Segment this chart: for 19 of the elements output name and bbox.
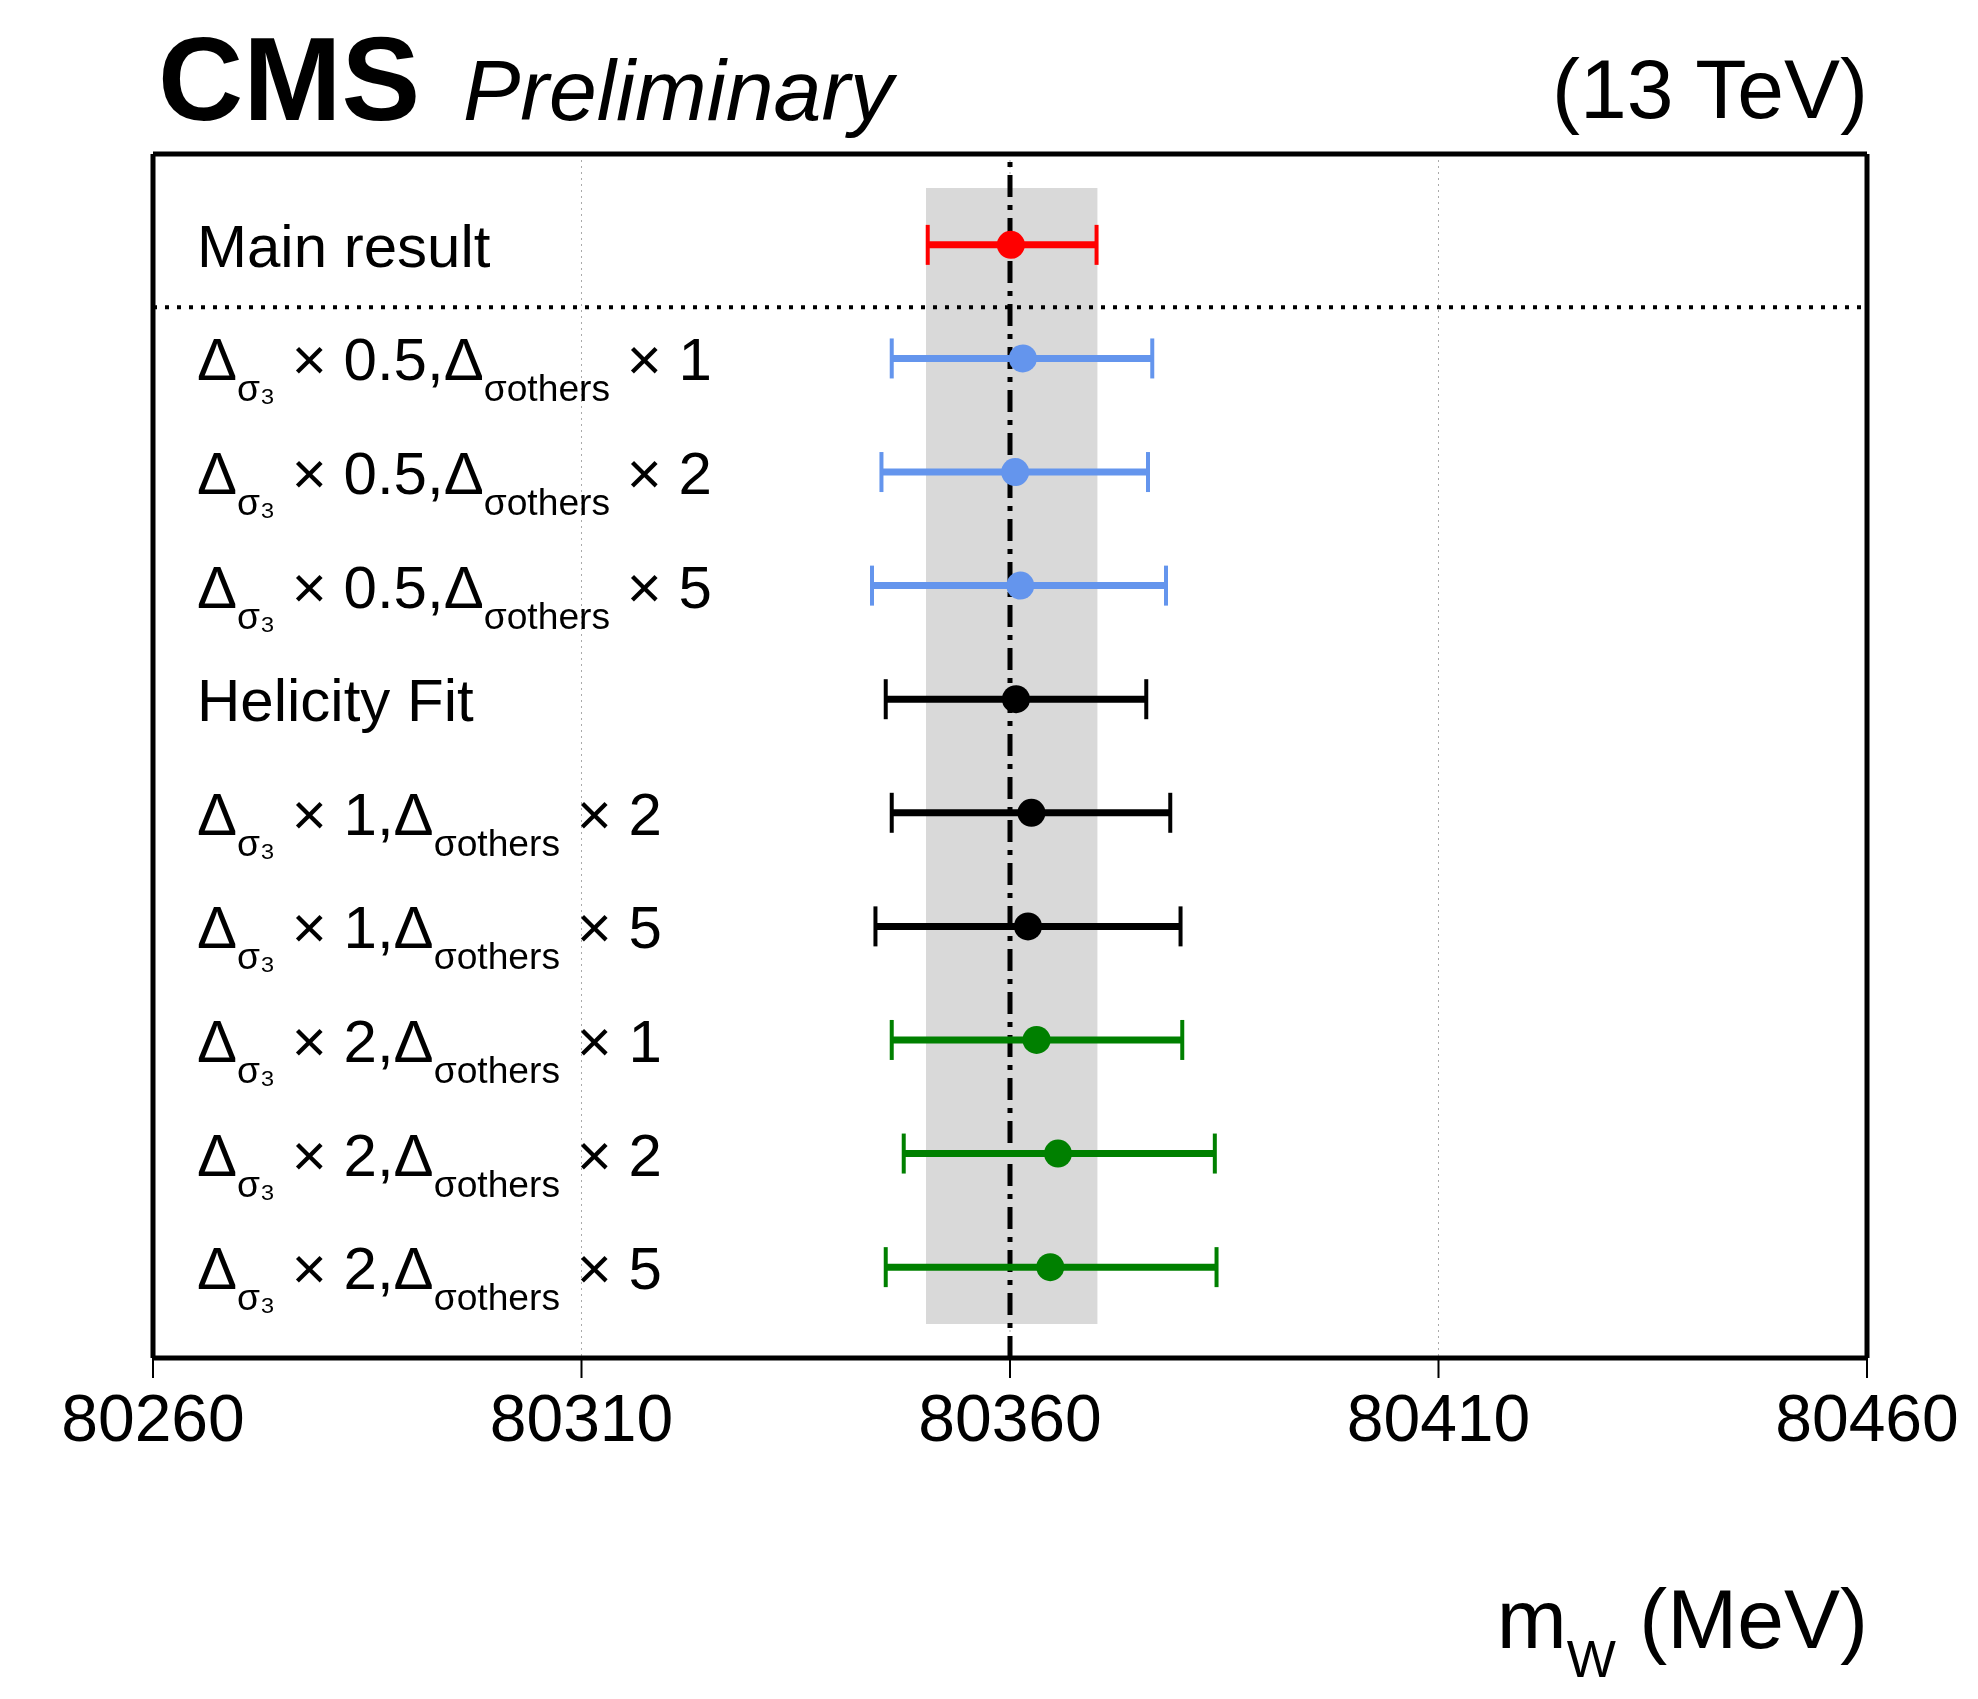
y-tick-label: Δ$_{σ₃}$ × 2,Δ$_{σothers}$ × 5 <box>197 1235 662 1319</box>
y-tick-label: Δ$_{σ₃}$ × 1,Δ$_{σothers}$ × 2 <box>197 780 662 864</box>
text: (13 TeV) <box>1552 42 1868 136</box>
y-tick-label: Δ$_{σ₃}$ × 2,Δ$_{σothers}$ × 2 <box>197 1121 662 1205</box>
x-tick-label: 80410 <box>1346 1380 1531 1455</box>
chart-title: CMS <box>158 13 421 145</box>
x-tick-label: 80260 <box>61 1380 245 1455</box>
x-tick-label: 80310 <box>489 1380 674 1455</box>
x-tick-label: 80360 <box>918 1380 1102 1455</box>
y-tick-label: Δ$_{σ₃}$ × 1,Δ$_{σothers}$ × 5 <box>197 894 662 978</box>
y-tick-label: Δ$_{σ₃}$ × 0.5,Δ$_{σothers}$ × 5 <box>197 553 712 637</box>
y-tick-label: Main result <box>197 212 491 280</box>
y-tick-label: Δ$_{σ₃}$ × 2,Δ$_{σothers}$ × 1 <box>197 1007 662 1091</box>
chart-subtitle: Preliminary <box>463 42 899 138</box>
y-tick-label: Δ$_{σ₃}$ × 0.5,Δ$_{σothers}$ × 2 <box>197 440 712 524</box>
y-tick-label: Δ$_{σ₃}$ × 0.5,Δ$_{σothers}$ × 1 <box>197 326 712 410</box>
x-axis-title: m$_{W}$ (MeV) <box>1496 1572 1868 1688</box>
x-tick-label: 80460 <box>1775 1380 1959 1455</box>
y-tick-label: Helicity Fit <box>197 667 475 735</box>
